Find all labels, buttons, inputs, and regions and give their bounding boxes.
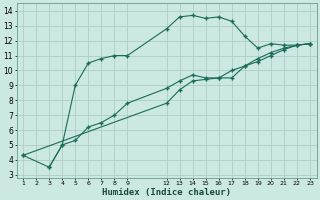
- X-axis label: Humidex (Indice chaleur): Humidex (Indice chaleur): [102, 188, 231, 197]
